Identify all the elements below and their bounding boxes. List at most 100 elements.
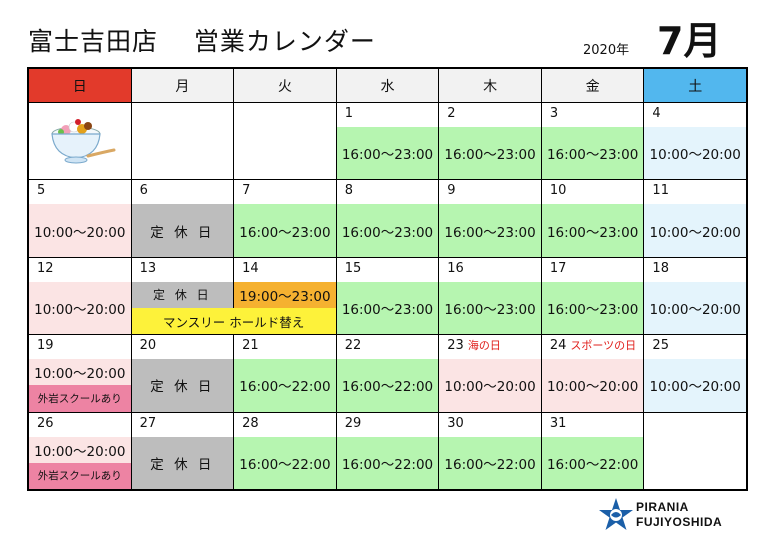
day-number: 8 [336,180,439,205]
day-number: 1 [336,103,439,127]
day-number: 11 [644,180,746,205]
day-number: 9 [439,180,541,205]
business-hours: 10:00～20:00 [29,281,131,335]
business-hours: 10:00～20:00 [644,359,746,412]
business-hours: 16:00～23:00 [439,127,541,180]
day-number: 21 [234,335,336,360]
day-cell-3: 3 16:00～23:00 [541,103,644,180]
outdoor-school-notice: 外岩スクールあり [29,385,131,412]
day-number: 19 [29,335,131,360]
day-cell-empty [29,103,131,180]
business-hours: 16:00～23:00 [541,204,644,257]
day-cell-31: 31 16:00～22:00 [541,412,644,489]
day-cell-2: 2 16:00～23:00 [439,103,541,180]
day-cell-22: 22 16:00～22:00 [336,335,439,412]
day-number: 16 [439,257,541,282]
business-hours: 10:00～20:00 [644,281,746,335]
day-cell-29: 29 16:00～22:00 [336,412,439,489]
day-number: 20 [131,335,234,360]
business-hours-special: 19:00～23:00 [234,281,336,308]
page-title: 富士吉田店 営業カレンダー [28,22,376,58]
day-cell-23: 23 海の日 10:00～20:00 [439,335,541,412]
day-cell-1: 1 16:00～23:00 [336,103,439,180]
day-number: 29 [336,412,439,437]
day-number: 4 [644,103,746,127]
business-hours: 16:00～22:00 [336,436,439,489]
day-number: 22 [336,335,439,360]
day-number: 15 [336,257,439,282]
business-hours: 16:00～23:00 [439,204,541,257]
day-cell-27: 27 定 休 日 [131,412,234,489]
day-number: 25 [644,335,746,360]
day-number: 5 [29,180,131,205]
day-number-value: 23 [447,338,464,354]
dessert-bowl-icon [29,103,131,179]
business-hours: 16:00～22:00 [541,436,644,489]
day-cell-11: 11 10:00～20:00 [644,180,746,257]
business-hours: 16:00～23:00 [234,204,336,257]
business-hours: 10:00～20:00 [541,359,644,412]
business-hours: 16:00～23:00 [336,204,439,257]
weekday-header-mon: 月 [131,69,234,102]
business-hours: 10:00～20:00 [439,359,541,412]
business-hours: 10:00～20:00 [644,204,746,257]
day-number: 2 [439,103,541,127]
monthly-hold-notice: マンスリー ホールド替え [131,308,336,335]
holiday-label: 海の日 [467,339,501,353]
day-cell-19: 19 10:00～20:00 外岩スクールあり [29,335,131,412]
year-label: 2020年 [583,43,630,58]
day-cell-30: 30 16:00～22:00 [439,412,541,489]
closed-day: 定 休 日 [131,436,234,489]
day-cell-4: 4 10:00～20:00 [644,103,746,180]
day-cell-24: 24 スポーツの日 10:00～20:00 [541,335,644,412]
logo-text-line2: FUJIYOSHIDA [636,515,723,529]
weekday-header-sun: 日 [29,69,131,102]
closed-day: 定 休 日 [131,204,234,257]
day-cell-15: 15 16:00～23:00 [336,257,439,335]
weekday-header-thu: 木 [439,69,541,102]
weekday-header-tue: 火 [234,69,336,102]
day-number: 13 [131,257,234,282]
day-number: 14 [234,257,336,282]
day-number: 3 [541,103,644,127]
business-hours: 16:00～23:00 [541,127,644,180]
day-number: 12 [29,257,131,282]
day-number: 26 [29,412,131,437]
weekday-header-wed: 水 [336,69,439,102]
day-cell-21: 21 16:00～22:00 [234,335,336,412]
calendar-subtitle: 営業カレンダー [193,27,376,56]
business-hours: 16:00～23:00 [541,281,644,335]
day-cell-20: 20 定 休 日 [131,335,234,412]
day-cell-empty [644,412,746,489]
pirania-star-icon [599,498,633,530]
day-number: 27 [131,412,234,437]
day-cell-18: 18 10:00～20:00 [644,257,746,335]
day-cell-26: 26 10:00～20:00 外岩スクールあり [29,412,131,489]
business-hours: 16:00～22:00 [439,436,541,489]
day-cells-13-14: 13 14 定 休 日 19:00～23:00 マンスリー ホールド替え [131,257,336,335]
day-cell-10: 10 16:00～23:00 [541,180,644,257]
day-number: 7 [234,180,336,205]
day-cell-8: 8 16:00～23:00 [336,180,439,257]
day-number: 23 海の日 [439,335,541,360]
day-cell-7: 7 16:00～23:00 [234,180,336,257]
day-cell-28: 28 16:00～22:00 [234,412,336,489]
business-hours: 16:00～22:00 [336,359,439,412]
business-hours: 10:00～20:00 [644,127,746,180]
day-number-value: 24 [549,338,567,354]
holiday-label: スポーツの日 [570,339,637,353]
brand-logo: PIRANIA FUJIYOSHIDA [598,496,748,534]
business-hours: 16:00～22:00 [234,359,336,412]
day-cell-25: 25 10:00～20:00 [644,335,746,412]
business-hours: 16:00～23:00 [336,127,439,180]
day-number: 30 [439,412,541,437]
day-number: 17 [541,257,644,282]
day-number: 31 [541,412,644,437]
business-hours: 16:00～23:00 [336,281,439,335]
business-hours: 10:00～20:00 [29,436,131,463]
day-cell-5: 5 10:00～20:00 [29,180,131,257]
day-cell-12: 12 10:00～20:00 [29,257,131,335]
logo-text-line1: PIRANIA [636,500,689,514]
weekday-header-sat: 土 [644,69,746,102]
closed-day: 定 休 日 [131,359,234,412]
